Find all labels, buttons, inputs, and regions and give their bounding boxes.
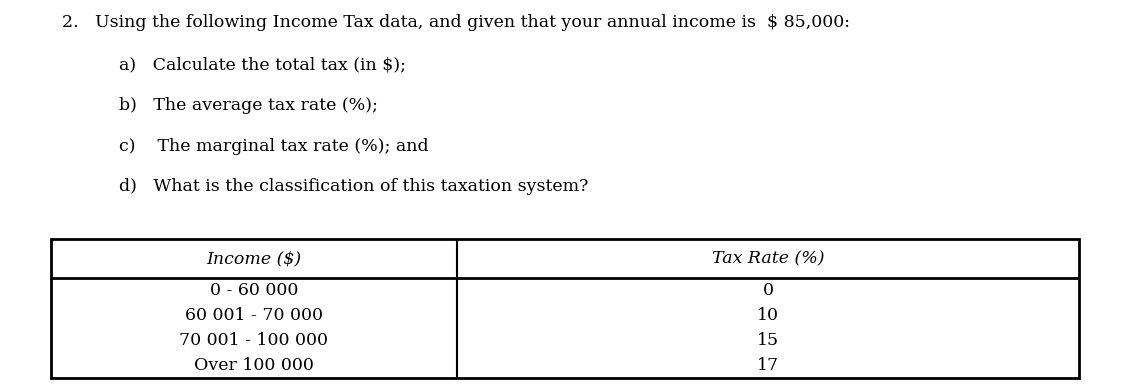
Text: 17: 17 xyxy=(757,357,780,374)
Text: Tax Rate (%): Tax Rate (%) xyxy=(712,250,825,267)
Text: Income ($): Income ($) xyxy=(207,250,302,267)
Text: b)   The average tax rate (%);: b) The average tax rate (%); xyxy=(119,97,377,114)
Text: d)   What is the classification of this taxation system?: d) What is the classification of this ta… xyxy=(119,178,588,196)
Text: a)   Calculate the total tax (in $);: a) Calculate the total tax (in $); xyxy=(119,56,406,73)
Text: Over 100 000: Over 100 000 xyxy=(194,357,314,374)
Text: 10: 10 xyxy=(757,307,779,324)
Text: 2.   Using the following Income Tax data, and given that your annual income is  : 2. Using the following Income Tax data, … xyxy=(62,14,850,31)
Text: 15: 15 xyxy=(757,333,780,349)
Text: 70 001 - 100 000: 70 001 - 100 000 xyxy=(180,333,329,349)
Text: c)    The marginal tax rate (%); and: c) The marginal tax rate (%); and xyxy=(119,138,428,155)
Text: 60 001 - 70 000: 60 001 - 70 000 xyxy=(185,307,323,324)
Text: 0 - 60 000: 0 - 60 000 xyxy=(210,282,298,300)
Text: 0: 0 xyxy=(763,282,774,300)
